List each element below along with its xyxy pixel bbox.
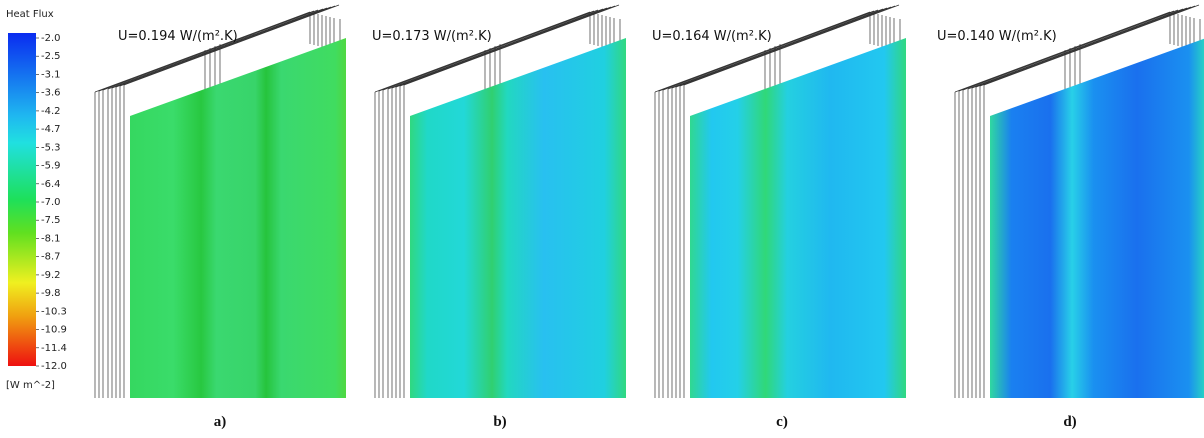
panel-caption: c): [776, 414, 788, 430]
frame-line: [403, 4, 620, 86]
colorbar-tick-label: -5.9: [41, 161, 61, 172]
colorbar-tick-label: -7.0: [41, 197, 61, 208]
panel: [654, 4, 906, 398]
frame-line: [107, 8, 324, 90]
colorbar-tick-label: -9.2: [41, 270, 61, 281]
panel-caption: a): [214, 414, 227, 430]
panel-caption: d): [1063, 414, 1076, 430]
frame-line: [374, 11, 591, 93]
frame-line: [975, 6, 1192, 88]
frame-line: [387, 8, 604, 90]
frame-line: [654, 11, 871, 93]
frame-line: [958, 10, 1175, 92]
panel-label: U=0.140 W/(m².K): [937, 29, 1057, 44]
frame-line: [954, 11, 1171, 93]
frame-line: [391, 7, 608, 89]
frame-line: [378, 10, 595, 92]
colorbar-tick-label: -7.5: [41, 215, 61, 226]
frame-line: [123, 4, 340, 86]
colorbar: [8, 33, 36, 366]
colorbar-tick-label: -3.1: [41, 69, 61, 80]
colorbar-tick-label: -8.1: [41, 233, 61, 244]
panel-surface: [130, 38, 346, 398]
colorbar-tick-label: -10.3: [41, 306, 67, 317]
panel-label: U=0.164 W/(m².K): [652, 29, 772, 44]
panel-surface: [990, 38, 1204, 398]
colorbar-tick-label: -2.5: [41, 51, 61, 62]
colorbar-tick-label: -10.9: [41, 325, 67, 336]
colorbar-tick-label: -8.7: [41, 252, 61, 263]
frame-line: [94, 11, 311, 93]
frame-line: [658, 10, 875, 92]
frame-line: [675, 6, 892, 88]
colorbar-tick-label: -3.6: [41, 88, 61, 99]
frame-line: [967, 8, 1184, 90]
frame-line: [683, 4, 900, 86]
panel: [374, 4, 626, 398]
colorbar-tick-label: -5.3: [41, 142, 61, 153]
frame-line: [382, 9, 599, 91]
frame-line: [102, 9, 319, 91]
panel: [94, 4, 346, 398]
frame-line: [395, 6, 612, 88]
frame-line: [399, 5, 616, 87]
panel-caption: b): [493, 414, 506, 430]
frame-line: [119, 5, 336, 87]
frame-line: [115, 6, 332, 88]
legend-unit: [W m^-2]: [6, 380, 55, 391]
frame-line: [679, 5, 896, 87]
frame-line: [962, 9, 1179, 91]
panel-label: U=0.194 W/(m².K): [118, 29, 238, 44]
frame-line: [671, 7, 888, 89]
frame-line: [98, 10, 315, 92]
colorbar-tick-label: -9.8: [41, 288, 61, 299]
frame-line: [667, 8, 884, 90]
colorbar-tick-label: -2.0: [41, 33, 61, 44]
colorbar-tick-label: -6.4: [41, 179, 61, 190]
panel-surface: [410, 38, 626, 398]
colorbar-tick-label: -4.2: [41, 106, 61, 117]
colorbar-tick-label: -4.7: [41, 124, 61, 135]
panel-label: U=0.173 W/(m².K): [372, 29, 492, 44]
frame-line: [111, 7, 328, 89]
panel: [954, 4, 1204, 398]
panel-surface: [690, 38, 906, 398]
legend-title: Heat Flux: [6, 9, 54, 20]
frame-line: [983, 4, 1200, 86]
frame-line: [971, 7, 1188, 89]
frame-line: [979, 5, 1196, 87]
colorbar-tick-label: -11.4: [41, 343, 67, 354]
colorbar-tick-label: -12.0: [41, 361, 67, 372]
frame-line: [662, 9, 879, 91]
